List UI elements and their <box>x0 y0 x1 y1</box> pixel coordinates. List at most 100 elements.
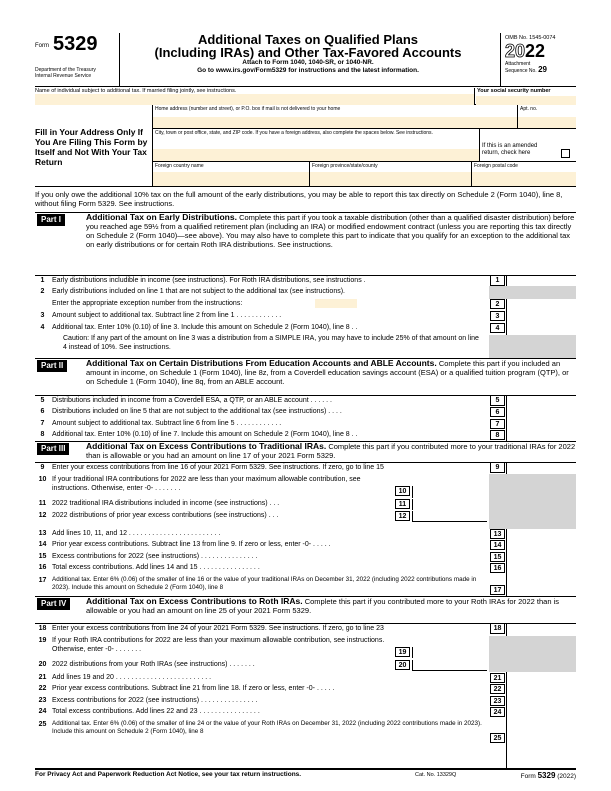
foreign-postal-field[interactable]: Foreign postal code <box>471 162 576 187</box>
amended-checkbox[interactable] <box>561 149 570 158</box>
part1-answer-column <box>506 275 576 359</box>
footer-form-id: Form 5329 (2022) <box>520 771 576 780</box>
part4-shaded-area <box>489 636 576 672</box>
part2-header: Part II Additional Tax on Certain Distri… <box>35 359 576 386</box>
line-20: 20 2022 distributions from your Roth IRAs… <box>35 660 576 671</box>
privacy-notice: For Privacy Act and Paperwork Reduction … <box>35 771 302 778</box>
line-12: 12 2022 distributions of prior year exces… <box>35 511 576 522</box>
tax-year-outline: 20 <box>505 41 526 62</box>
apt-no-field[interactable]: Apt. no. <box>517 105 576 129</box>
home-address-field[interactable]: Home address (number and street), or P.O… <box>152 105 517 129</box>
foreign-postal-label: Foreign postal code <box>474 163 518 169</box>
part1-header: Part I Additional Tax on Early Distribut… <box>35 213 576 249</box>
part3-header: Part III Additional Tax on Excess Contri… <box>35 442 576 460</box>
ssn-field[interactable] <box>476 96 576 105</box>
part4-header: Part IV Additional Tax on Excess Contrib… <box>35 597 576 615</box>
city-field[interactable]: City, town or post office, state, and ZI… <box>152 129 479 162</box>
part2-answer-column <box>506 395 576 442</box>
line-4: 4 Additional tax. Enter 10% (0.10) of lin… <box>35 323 576 359</box>
foreign-province-field[interactable]: Foreign province/state/county <box>309 162 471 187</box>
form-title-line1: Additional Taxes on Qualified Plans <box>197 32 419 47</box>
department: Department of the Treasury Internal Reve… <box>35 67 119 79</box>
title-block: Additional Taxes on Qualified Plans (Inc… <box>123 33 493 87</box>
part4-answer-column <box>506 623 576 768</box>
line-19: 19 If your Roth IRA contributions for 202… <box>35 636 576 658</box>
name-label: Name of individual subject to additional… <box>35 88 474 94</box>
attach-instruction: Attach to Form 1040, 1040-SR, or 1040-NR… <box>242 59 374 66</box>
line-5: 5 Distributions included in income from a… <box>35 396 576 407</box>
ssn-label: Your social security number <box>477 88 551 94</box>
line-21: 21 Add lines 19 and 20 . . . . . . . . . … <box>35 673 576 684</box>
part2-desc: Complete this part if you included an am… <box>86 359 569 386</box>
part1-badge: Part I <box>37 214 66 226</box>
line-14: 14 Prior year excess contributions. Subtr… <box>35 540 576 551</box>
foreign-country-field[interactable]: Foreign country name <box>152 162 309 187</box>
apt-label: Apt. no. <box>520 106 538 112</box>
city-label: City, town or post office, state, and ZI… <box>155 130 433 136</box>
irs-name: Internal Revenue Service <box>35 73 92 79</box>
catalog-number: Cat. No. 13329Q <box>415 772 457 778</box>
line4-caution: Caution: If any part of the amount on li… <box>63 335 479 351</box>
line-10: 10 If your traditional IRA contributions … <box>35 475 576 499</box>
line-1: 1 Early distributions includible in incom… <box>35 276 576 286</box>
form-title-line2: (Including IRAs) and Other Tax-Favored A… <box>154 45 462 60</box>
year-block: OMB No. 1545-0074 2022 Attachment Sequen… <box>500 33 576 87</box>
part3-answer-column <box>506 462 576 596</box>
tax-year-bold: 22 <box>525 41 546 61</box>
line-3: 3 Amount subject to additional tax. Subtr… <box>35 311 576 322</box>
line-6: 6 Distributions included on line 5 that a… <box>35 407 576 418</box>
part1-title: Additional Tax on Early Distributions. <box>86 212 237 222</box>
line-8: 8 Additional tax. Enter 10% (0.10) of lin… <box>35 430 576 441</box>
part4-text: Additional Tax on Excess Contributions t… <box>86 596 576 616</box>
fill-in-address-note: Fill in Your Address Only If You Are Fil… <box>35 127 148 167</box>
part2-title: Additional Tax on Certain Distributions … <box>86 358 437 368</box>
line-11: 11 2022 traditional IRA distributions inc… <box>35 499 576 510</box>
part3-text: Additional Tax on Excess Contributions t… <box>86 441 576 461</box>
sequence-number: Sequence No. 29 <box>505 65 547 75</box>
part4-title: Additional Tax on Excess Contributions t… <box>86 596 303 606</box>
line-25: 25 Additional tax. Enter 6% (0.06) of the… <box>35 720 576 744</box>
part3-desc: Complete this part if you contributed mo… <box>86 442 576 460</box>
goto-instruction: Go to www.irs.gov/Form5329 for instructi… <box>197 67 419 74</box>
address-block: Fill in Your Address Only If You Are Fil… <box>35 105 576 187</box>
footer: For Privacy Act and Paperwork Reduction … <box>35 771 576 780</box>
line-15: 15 Excess contributions for 2022 (see ins… <box>35 552 576 563</box>
form-number-block: Form 5329 Department of the Treasury Int… <box>35 33 120 87</box>
name-row: Name of individual subject to additional… <box>35 87 576 105</box>
intro-text: If you only owe the additional 10% tax o… <box>35 190 563 208</box>
form-header: Form 5329 Department of the Treasury Int… <box>35 33 576 87</box>
foreign-province-label: Foreign province/state/county <box>312 163 378 169</box>
line-16: 16 Total excess contributions. Add lines … <box>35 563 576 574</box>
line-22: 22 Prior year excess contributions. Subtr… <box>35 684 576 695</box>
part3-badge: Part III <box>37 443 70 455</box>
line-2: 2 Early distributions included on line 1 … <box>35 287 576 309</box>
name-field[interactable]: Name of individual subject to additional… <box>35 88 475 105</box>
department-name: Department of the Treasury <box>35 67 96 73</box>
part1-desc: Complete this part if you took a taxable… <box>86 213 575 249</box>
part1-shaded-cell <box>489 286 576 299</box>
form-number: 5329 <box>53 33 98 55</box>
home-address-label: Home address (number and street), or P.O… <box>155 106 341 112</box>
amended-label: If this is an amended return, check here <box>482 143 538 156</box>
part2-text: Additional Tax on Certain Distributions … <box>86 358 576 387</box>
part2-badge: Part II <box>37 360 68 372</box>
line-18: 18 Enter your excess contributions from l… <box>35 624 576 635</box>
part3-shaded-area <box>489 474 576 529</box>
amended-return-area: If this is an amended return, check here <box>479 129 576 162</box>
line-9: 9 Enter your excess contributions from li… <box>35 463 576 474</box>
foreign-country-label: Foreign country name <box>155 163 204 169</box>
part1-caution-shade <box>489 335 576 359</box>
part3-title: Additional Tax on Excess Contributions t… <box>86 441 327 451</box>
form-word: Form <box>35 43 49 49</box>
line-13: 13 Add lines 10, 11, and 12 . . . . . . .… <box>35 529 576 540</box>
line-23: 23 Excess contributions for 2022 (see ins… <box>35 696 576 707</box>
part4-badge: Part IV <box>37 598 71 610</box>
part4-desc: Complete this part if you contributed mo… <box>86 597 559 615</box>
omb-number: OMB No. 1545-0074 <box>505 35 556 41</box>
part1-text: Additional Tax on Early Distributions. C… <box>86 212 576 250</box>
line-24: 24 Total excess contributions. Add lines … <box>35 707 576 718</box>
exception-number-field[interactable] <box>315 299 357 308</box>
attachment-label: Attachment <box>505 61 531 67</box>
line-17: 17 Additional tax. Enter 6% (0.06) of the… <box>35 576 576 596</box>
tax-year: 2022 <box>505 41 576 62</box>
